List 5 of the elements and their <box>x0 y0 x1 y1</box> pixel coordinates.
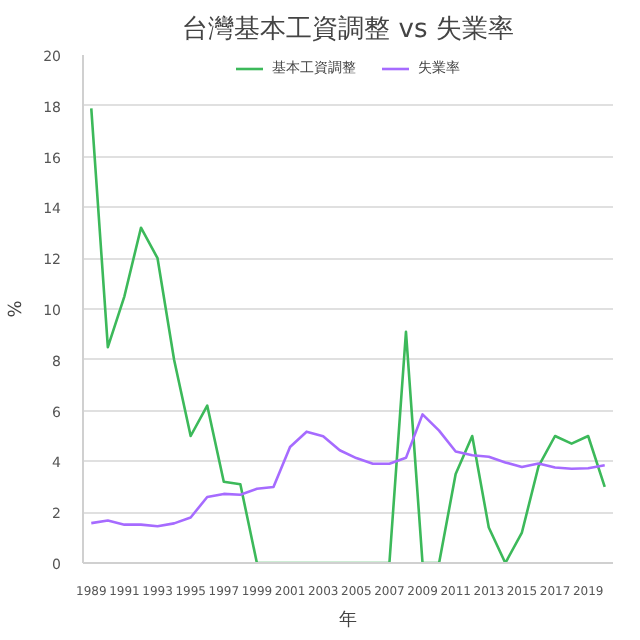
line-series <box>89 107 607 563</box>
x-axis-title: 年 <box>339 609 357 631</box>
line-series <box>89 413 607 528</box>
y-axis-title: % <box>7 299 28 318</box>
chart-title: 台灣基本工資調整 vs 失業率 <box>182 13 514 45</box>
